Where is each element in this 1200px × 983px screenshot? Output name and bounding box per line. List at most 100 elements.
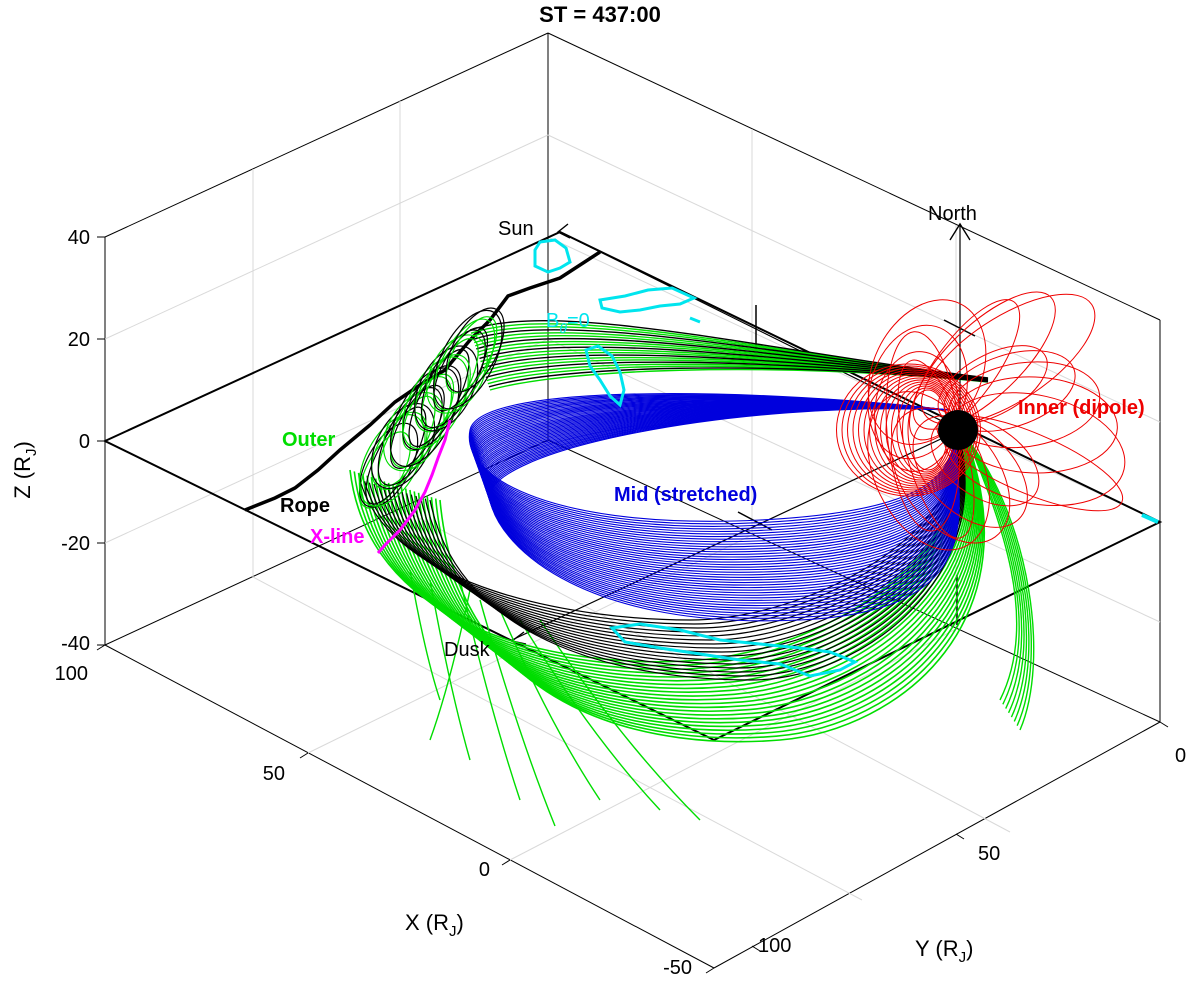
- rope-label: Rope: [280, 495, 330, 517]
- y-tick: [955, 833, 965, 840]
- outer-tail-line: [429, 589, 471, 741]
- dusk-label: Dusk: [444, 639, 491, 661]
- mid-field-line: [471, 396, 959, 532]
- inner-dipole-field-lines: [836, 291, 1126, 551]
- x-tick: [96, 644, 106, 651]
- mid-field-line: [485, 407, 959, 601]
- outer-field-line: [417, 429, 979, 724]
- mid-field-line: [485, 407, 959, 604]
- grid-line: [547, 338, 1161, 623]
- grid-line: [307, 534, 753, 754]
- mid-field-line: [477, 402, 959, 560]
- flux-rope-coil: [389, 376, 453, 468]
- mid-field-line: [488, 407, 960, 617]
- outer-field-line: [439, 429, 985, 743]
- inner-dipole-loop: [930, 416, 1040, 507]
- mid-field-line: [478, 404, 959, 568]
- z-tick-label: 0: [79, 431, 90, 453]
- flux-rope-coil: [371, 411, 428, 490]
- z-axis-label: Z (RJ): [10, 441, 40, 499]
- inner-label: Inner (dipole): [1018, 397, 1145, 419]
- mid-field-line: [479, 404, 959, 571]
- north-arrow-head: [949, 222, 971, 241]
- mid-field-line: [480, 405, 959, 576]
- y-axis-line: [713, 721, 1161, 969]
- btheta-contour: [689, 316, 701, 324]
- outer-tail-line: [479, 599, 556, 827]
- x-line-label: X-line: [310, 526, 364, 548]
- outer-tail-line: [499, 609, 601, 801]
- flux-rope-coil: [433, 327, 489, 412]
- outer-tail-line: [459, 579, 521, 801]
- mid-field-line: [470, 395, 959, 530]
- x-tick-label: 0: [479, 859, 490, 881]
- mid-field-line: [469, 393, 959, 525]
- flux-rope-coil: [401, 356, 469, 450]
- plot-title: ST = 437:00: [539, 2, 661, 27]
- x-tick: [501, 859, 511, 866]
- x-tick-label: 100: [55, 663, 88, 685]
- mid-field-line: [486, 407, 959, 609]
- mid-field-line: [487, 407, 959, 612]
- outer-field-line: [434, 429, 984, 739]
- sun-arrow-head: [556, 223, 571, 239]
- mid-field-line: [472, 397, 959, 538]
- mid-field-line: [487, 407, 959, 614]
- mid-field-line: [484, 407, 959, 599]
- inner-dipole-loop: [890, 407, 1011, 544]
- inner-dipole-loop: [836, 363, 981, 497]
- outer-tail-line: [409, 569, 441, 701]
- btheta-contour: [598, 286, 698, 314]
- flux-rope-coils: [358, 307, 505, 509]
- mid-field-line: [481, 405, 959, 584]
- x-axis-line: [104, 644, 715, 969]
- btheta-contour: [1141, 513, 1159, 524]
- grid-line: [399, 507, 1011, 833]
- mid-field-line: [474, 399, 959, 545]
- mid-field-line: [475, 401, 959, 553]
- y-tick-label: 100: [758, 935, 791, 957]
- dusk-axis: [511, 429, 961, 641]
- mid-field-line: [488, 408, 960, 619]
- flux-rope-coil: [377, 395, 436, 487]
- inner-dipole-loop: [867, 324, 968, 460]
- x-line-curve: [376, 419, 452, 554]
- svg-text:Z (RJ): Z (RJ): [10, 441, 40, 499]
- north-label: North: [928, 203, 977, 225]
- upper-field-line: [488, 367, 989, 388]
- x-tick-label: 50: [263, 763, 285, 785]
- box-edge-top-left: [104, 32, 549, 238]
- inner-dipole-loop: [937, 345, 1048, 425]
- mid-field-line: [471, 397, 959, 535]
- mid-field-line: [479, 404, 959, 573]
- y-axis-label: Y (RJ): [915, 936, 973, 966]
- flux-rope-coil: [414, 354, 471, 433]
- outer-field-line: [967, 439, 1028, 718]
- inner-dipole-loop: [943, 350, 1076, 432]
- x-tick-label: -50: [663, 957, 692, 978]
- flux-rope-coil: [433, 318, 496, 411]
- x-tick: [299, 752, 309, 759]
- outer-field-line: [967, 439, 1032, 726]
- outer-tail-line: [519, 619, 661, 811]
- inner-dipole-loop: [909, 299, 1021, 441]
- mid-field-line: [476, 402, 959, 558]
- flux-rope-coil: [389, 384, 445, 469]
- flux-rope-coil: [445, 316, 498, 394]
- mid-field-line: [469, 394, 959, 527]
- flux-rope-coil: [420, 329, 486, 429]
- outer-label: Outer: [282, 429, 336, 451]
- z-tick-label: 40: [68, 227, 90, 249]
- z-tick-label: -20: [61, 533, 90, 555]
- outer-tail-line: [429, 579, 471, 761]
- outer-field-line: [967, 439, 1020, 705]
- mid-field-line: [472, 398, 959, 540]
- sun-label: Sun: [498, 218, 534, 240]
- flux-rope-coil: [377, 387, 443, 486]
- flux-rope-coil: [408, 348, 470, 448]
- grid-line: [104, 134, 549, 340]
- mid-field-line: [477, 403, 959, 563]
- box-edge-top-right: [547, 32, 1161, 321]
